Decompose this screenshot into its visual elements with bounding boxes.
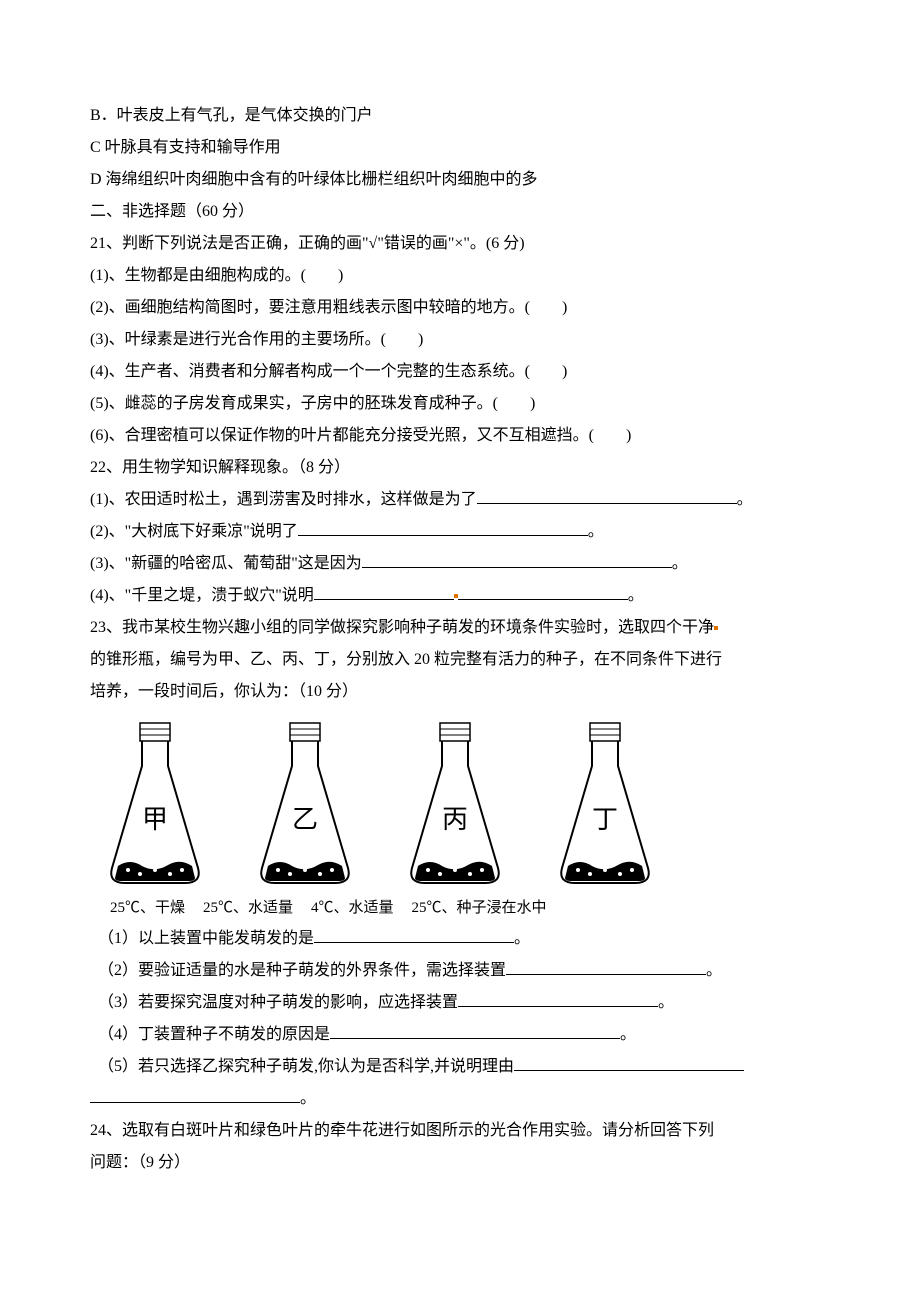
q23-5-blank-b[interactable] <box>90 1087 300 1103</box>
q23-3-text-b: 。 <box>658 994 674 1011</box>
flask-yi: 乙 <box>250 718 360 888</box>
q23-1-blank[interactable] <box>314 927 514 943</box>
option-b: B．叶表皮上有气孔，是气体交换的门户 <box>90 100 830 132</box>
q23-3-blank[interactable] <box>458 991 658 1007</box>
flask-jia: 甲 <box>100 718 210 888</box>
inline-dot-icon <box>714 626 718 630</box>
q21-sub-4: (4)、生产者、消费者和分解者构成一个一个完整的生态系统。( ) <box>90 356 830 388</box>
q24-stem-line-2: 问题：（9 分） <box>90 1147 830 1179</box>
q23-sub-1: （1）以上装置中能发萌发的是 。 <box>98 923 830 955</box>
q23-stem-line-1: 23、我市某校生物兴趣小组的同学做探究影响种子萌发的环境条件实验时，选取四个干净 <box>90 612 830 644</box>
option-d: D 海绵组织叶肉细胞中含有的叶绿体比栅栏组织叶肉细胞中的多 <box>90 164 830 196</box>
section-2-header: 二、非选择题（60 分） <box>90 196 830 228</box>
q22-stem: 22、用生物学知识解释现象。（8 分） <box>90 452 830 484</box>
q23-2-text-a: （2）要验证适量的水是种子萌发的外界条件，需选择装置 <box>98 962 506 979</box>
q21-sub-2: (2)、画细胞结构简图时，要注意用粗线表示图中较暗的地方。( ) <box>90 292 830 324</box>
q22-sub-4: (4)、"千里之堤，溃于蚁穴"说明 。 <box>90 580 830 612</box>
flask-jia-label: 甲 <box>142 805 168 834</box>
option-c: C 叶脉具有支持和输导作用 <box>90 132 830 164</box>
q23-2-blank[interactable] <box>506 959 706 975</box>
q23-sub-5: （5）若只选择乙探究种子萌发,你认为是否科学,并说明理由 <box>98 1051 830 1083</box>
q22-sub-2: (2)、"大树底下好乘凉"说明了 。 <box>90 516 830 548</box>
q23-4-blank[interactable] <box>330 1023 620 1039</box>
q22-1-text-a: (1)、农田适时松土，遇到涝害及时排水，这样做是为了 <box>90 491 477 508</box>
flask-yi-icon: 乙 <box>250 718 360 888</box>
flask-ding: 丁 <box>550 718 660 888</box>
q23-4-text-a: （4）丁装置种子不萌发的原因是 <box>98 1026 330 1043</box>
q23-5-blank-a[interactable] <box>514 1055 744 1071</box>
q22-3-text-b: 。 <box>672 555 688 572</box>
condition-jia: 25℃、干燥 <box>110 893 185 923</box>
q22-4-text-a: (4)、"千里之堤，溃于蚁穴"说明 <box>90 587 314 604</box>
flask-conditions-row: 25℃、干燥 25℃、水适量 4℃、水适量 25℃、种子浸在水中 <box>110 893 830 923</box>
q23-a-text: 23、我市某校生物兴趣小组的同学做探究影响种子萌发的环境条件实验时，选取四个干净 <box>90 619 714 636</box>
q22-4-blank-a[interactable] <box>314 584 454 600</box>
flask-bing: 丙 <box>400 718 510 888</box>
q23-4-text-b: 。 <box>620 1026 636 1043</box>
q22-2-text-a: (2)、"大树底下好乘凉"说明了 <box>90 523 298 540</box>
q22-2-blank[interactable] <box>298 520 588 536</box>
q23-1-text-a: （1）以上装置中能发萌发的是 <box>98 930 314 947</box>
q22-3-blank[interactable] <box>362 552 672 568</box>
flask-figure-row: 甲 乙 丙 丁 <box>100 718 830 888</box>
q22-1-text-b: 。 <box>737 491 753 508</box>
q22-sub-3: (3)、"新疆的哈密瓜、葡萄甜"这是因为 。 <box>90 548 830 580</box>
q21-sub-3: (3)、叶绿素是进行光合作用的主要场所。( ) <box>90 324 830 356</box>
q21-sub-6: (6)、合理密植可以保证作物的叶片都能充分接受光照，又不互相遮挡。( ) <box>90 420 830 452</box>
q23-sub-4: （4）丁装置种子不萌发的原因是 。 <box>98 1019 830 1051</box>
q21-sub-1: (1)、生物都是由细胞构成的。( ) <box>90 260 830 292</box>
q23-3-text-a: （3）若要探究温度对种子萌发的影响，应选择装置 <box>98 994 458 1011</box>
q22-3-text-a: (3)、"新疆的哈密瓜、葡萄甜"这是因为 <box>90 555 362 572</box>
q21-sub-5: (5)、雌蕊的子房发育成果实，子房中的胚珠发育成种子。( ) <box>90 388 830 420</box>
q22-2-text-b: 。 <box>588 523 604 540</box>
q22-4-blank-b[interactable] <box>458 584 628 600</box>
condition-yi: 25℃、水适量 <box>203 893 293 923</box>
flask-ding-icon: 丁 <box>550 718 660 888</box>
q23-stem-line-3: 培养，一段时间后，你认为：（10 分） <box>90 676 830 708</box>
q24-stem-line-1: 24、选取有白斑叶片和绿色叶片的牵牛花进行如图所示的光合作用实验。请分析回答下列 <box>90 1115 830 1147</box>
flask-bing-label: 丙 <box>442 805 468 834</box>
q22-4-text-b: 。 <box>628 587 644 604</box>
flask-jia-icon: 甲 <box>100 718 210 888</box>
q23-sub-3: （3）若要探究温度对种子萌发的影响，应选择装置 。 <box>98 987 830 1019</box>
q23-2-text-b: 。 <box>706 962 722 979</box>
q23-1-text-b: 。 <box>514 930 530 947</box>
flask-ding-label: 丁 <box>592 805 618 834</box>
q22-sub-1: (1)、农田适时松土，遇到涝害及时排水，这样做是为了 。 <box>90 484 830 516</box>
q22-1-blank[interactable] <box>477 488 737 504</box>
condition-bing: 4℃、水适量 <box>311 893 394 923</box>
q21-stem: 21、判断下列说法是否正确，正确的画"√"错误的画"×"。(6 分) <box>90 228 830 260</box>
q23-stem-line-2: 的锥形瓶，编号为甲、乙、丙、丁，分别放入 20 粒完整有活力的种子，在不同条件下… <box>90 644 830 676</box>
q23-5-text-a: （5）若只选择乙探究种子萌发,你认为是否科学,并说明理由 <box>98 1058 514 1075</box>
flask-bing-icon: 丙 <box>400 718 510 888</box>
q23-sub-5-line2: 。 <box>90 1083 830 1115</box>
q23-5-text-c: 。 <box>300 1090 316 1107</box>
condition-ding: 25℃、种子浸在水中 <box>412 893 547 923</box>
q23-sub-2: （2）要验证适量的水是种子萌发的外界条件，需选择装置 。 <box>98 955 830 987</box>
flask-yi-label: 乙 <box>292 805 318 834</box>
